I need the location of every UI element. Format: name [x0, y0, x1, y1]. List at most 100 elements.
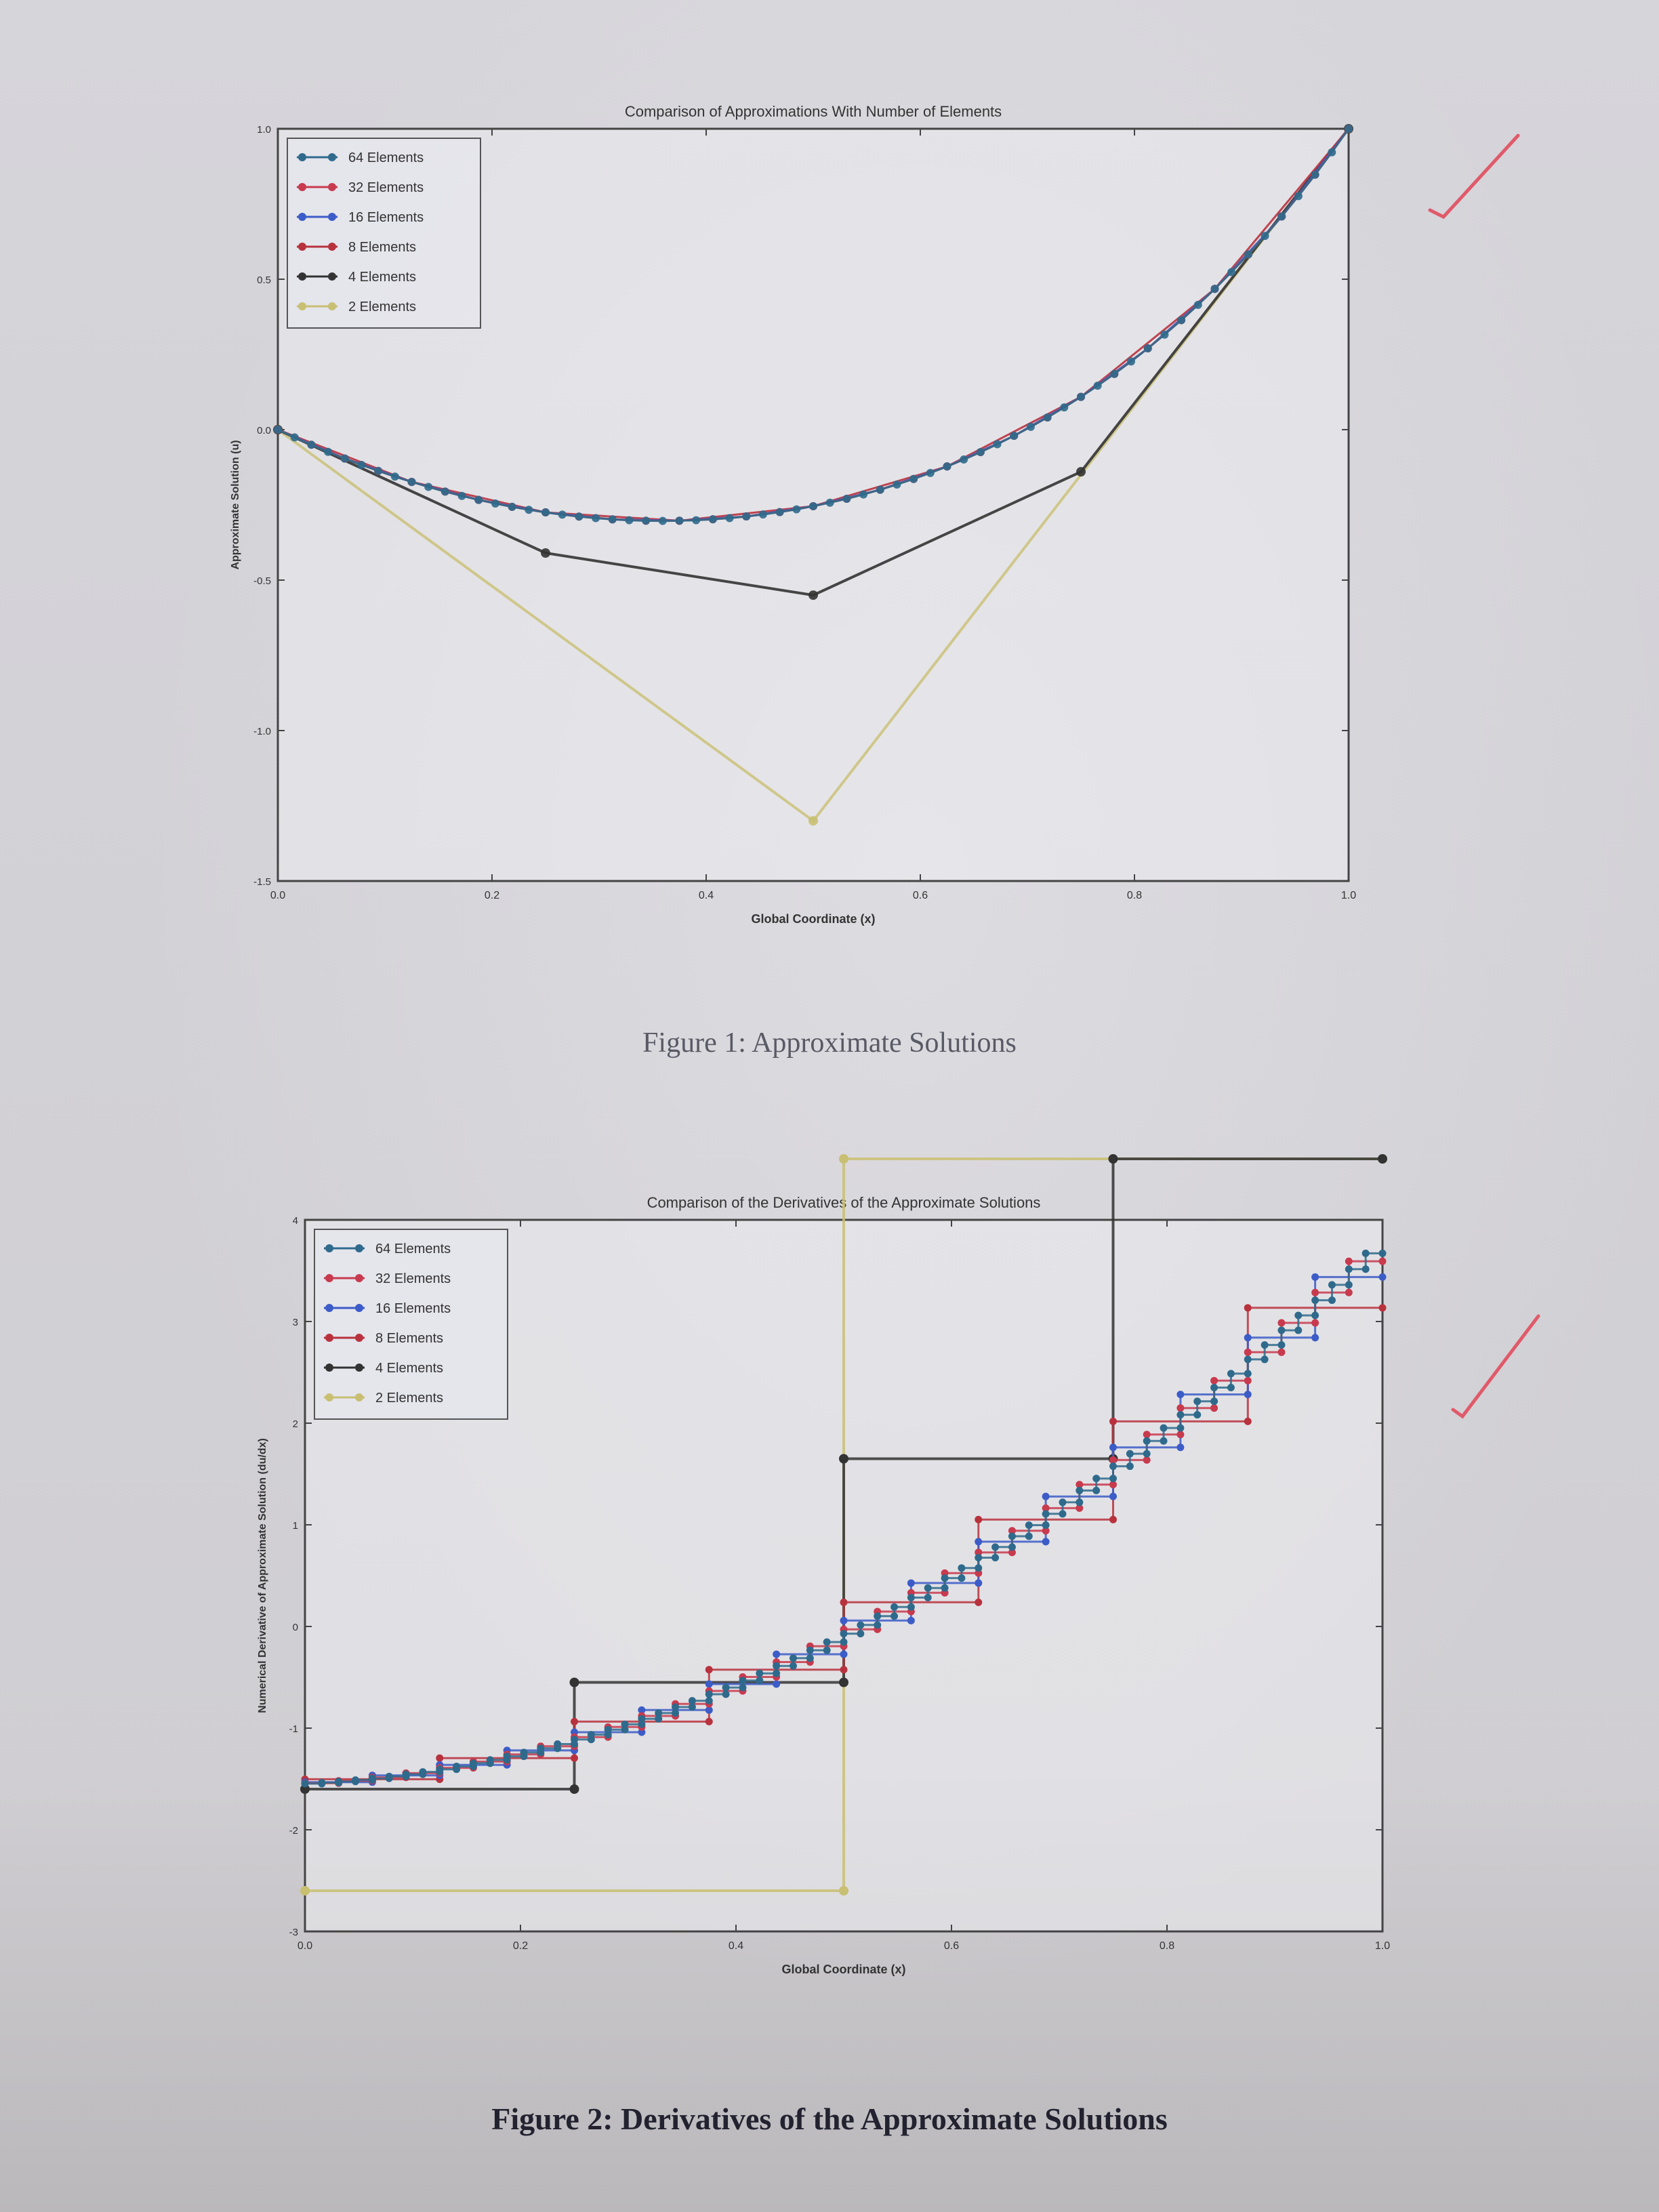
data-point-2	[839, 1886, 848, 1896]
data-point-64	[621, 1720, 629, 1728]
data-point-64	[756, 1677, 764, 1685]
legend-label: 8 Elements	[375, 1331, 443, 1346]
data-point-64	[1042, 1521, 1050, 1530]
data-point-64	[1345, 1281, 1353, 1289]
data-point-64	[1160, 1437, 1168, 1445]
data-point-4	[569, 1784, 579, 1794]
data-point-64	[842, 494, 851, 503]
data-point-8	[975, 1515, 983, 1523]
data-point-4	[569, 1677, 579, 1687]
data-point-32	[1345, 1257, 1353, 1265]
data-point-4	[1378, 1154, 1387, 1164]
data-point-64	[503, 1753, 511, 1761]
data-point-64	[758, 510, 767, 519]
data-point-64	[688, 1697, 696, 1705]
data-point-64	[806, 1654, 814, 1662]
data-point-8	[571, 1717, 578, 1725]
data-point-64	[402, 1770, 410, 1778]
x-axis-label: Global Coordinate (x)	[781, 1963, 905, 1976]
data-point-64	[1143, 1450, 1151, 1458]
data-point-64	[1076, 1486, 1084, 1494]
data-point-64	[1277, 212, 1286, 221]
data-point-32	[1210, 1404, 1218, 1412]
data-point-64	[705, 1697, 713, 1705]
data-point-64	[1227, 268, 1236, 276]
data-point-64	[1210, 1397, 1218, 1406]
data-point-64	[792, 505, 801, 514]
data-point-64	[823, 1646, 831, 1654]
data-point-8	[975, 1598, 983, 1606]
data-point-64	[486, 1756, 494, 1764]
data-point-64	[592, 514, 600, 523]
legend-marker	[298, 183, 306, 191]
data-point-64	[890, 1612, 899, 1620]
y-tick-label: -1	[289, 1723, 298, 1735]
data-point-32	[1109, 1456, 1117, 1464]
data-point-64	[705, 1690, 713, 1698]
data-point-8	[436, 1754, 444, 1762]
data-point-32	[1143, 1431, 1151, 1439]
legend-marker	[325, 1304, 333, 1312]
data-point-64	[907, 1593, 915, 1601]
data-point-64	[1059, 1498, 1067, 1507]
data-point-64	[789, 1662, 797, 1670]
legend-label: 4 Elements	[375, 1361, 443, 1376]
y-tick-label: 3	[293, 1317, 298, 1328]
legend-label: 32 Elements	[375, 1271, 451, 1286]
data-point-32	[1378, 1257, 1387, 1265]
legend-marker	[325, 1393, 333, 1401]
data-point-64	[893, 480, 901, 489]
data-point-8	[705, 1717, 713, 1725]
data-point-64	[655, 1709, 663, 1717]
y-axis-label: Numerical Derivative of Approximate Solu…	[257, 1438, 268, 1713]
data-point-64	[558, 510, 567, 519]
data-point-16	[1311, 1273, 1319, 1281]
data-point-16	[1109, 1443, 1117, 1452]
data-point-64	[1008, 1543, 1016, 1551]
x-axis-label: Global Coordinate (x)	[751, 912, 875, 926]
data-point-64	[739, 1683, 747, 1692]
chart-title: Comparison of Approximations With Number…	[625, 103, 1002, 120]
data-point-64	[1328, 1281, 1336, 1289]
x-tick-label: 0.8	[1160, 1940, 1174, 1952]
data-point-64	[1244, 1370, 1252, 1378]
data-point-32	[1311, 1319, 1319, 1327]
data-point-64	[675, 516, 684, 525]
data-point-4	[808, 590, 818, 600]
data-point-64	[604, 1725, 612, 1734]
data-point-64	[924, 1593, 932, 1601]
data-point-32	[1042, 1504, 1050, 1512]
legend-marker	[325, 1334, 333, 1342]
y-tick-label: 0	[293, 1622, 298, 1633]
check-mark-2	[1451, 1314, 1540, 1419]
data-point-8	[705, 1666, 713, 1674]
data-point-64	[1311, 1311, 1319, 1319]
data-point-32	[1076, 1504, 1084, 1512]
data-point-32	[1143, 1456, 1151, 1464]
data-point-8	[1244, 1304, 1252, 1312]
legend-marker	[328, 272, 336, 281]
data-point-64	[1126, 1462, 1134, 1471]
data-point-64	[722, 1690, 730, 1698]
legend-marker	[328, 243, 336, 251]
legend-marker	[298, 153, 306, 161]
data-point-64	[575, 512, 583, 521]
data-point-64	[756, 1669, 764, 1677]
legend-marker	[355, 1334, 363, 1342]
data-point-64	[1126, 1450, 1134, 1458]
y-tick-label: 0.5	[257, 274, 271, 286]
data-point-32	[1345, 1288, 1353, 1296]
y-tick-label: 0.0	[257, 425, 271, 436]
data-point-64	[1311, 170, 1319, 179]
data-point-64	[773, 1662, 781, 1670]
legend-label: 16 Elements	[348, 210, 424, 225]
legend-label: 64 Elements	[348, 150, 424, 165]
y-tick-label: 4	[293, 1215, 298, 1227]
data-point-64	[1277, 1341, 1286, 1349]
data-point-64	[324, 447, 333, 456]
legend-marker	[325, 1244, 333, 1252]
x-tick-label: 0.6	[913, 890, 928, 901]
legend-label: 2 Elements	[375, 1391, 443, 1406]
data-point-64	[390, 472, 399, 481]
data-point-32	[1076, 1481, 1084, 1489]
